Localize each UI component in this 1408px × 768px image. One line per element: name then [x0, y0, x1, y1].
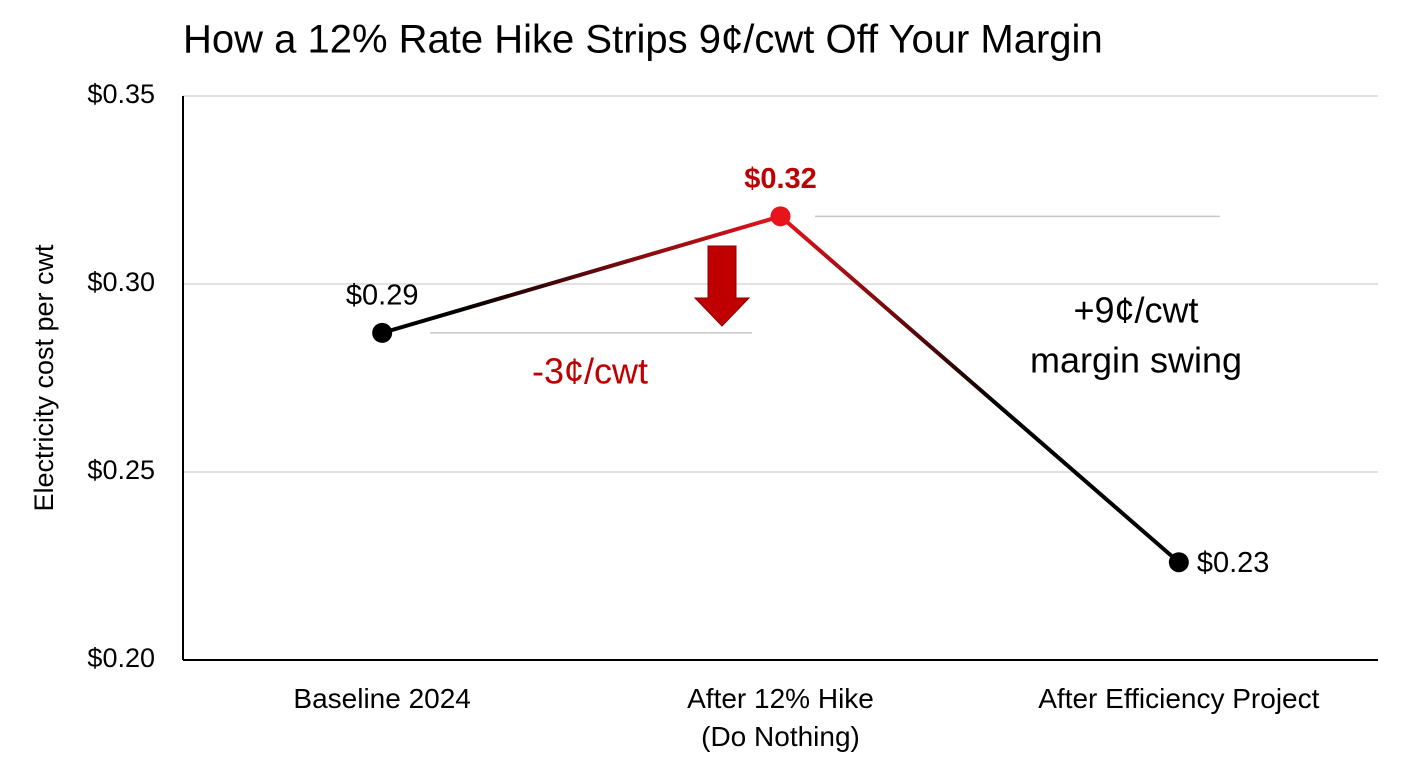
y-tick-label: $0.30	[87, 267, 155, 297]
y-tick-label: $0.20	[87, 643, 155, 673]
annotation-background	[1000, 285, 1268, 390]
line-segment	[380, 214, 783, 335]
x-tick-label: Baseline 2024	[293, 683, 471, 714]
y-tick-label: $0.25	[87, 455, 155, 485]
data-point	[770, 206, 791, 227]
y-axis-label: Electricity cost per cwt	[29, 244, 59, 512]
down-arrow	[693, 245, 751, 327]
annotation: +9¢/cwt	[1073, 290, 1198, 331]
x-tick-label: After Efficiency Project	[1038, 683, 1320, 714]
annotation: -3¢/cwt	[532, 351, 648, 392]
value-label: $0.32	[744, 163, 817, 195]
data-point	[1168, 552, 1189, 573]
x-tick-label: After 12% Hike (Do Nothing)	[687, 683, 874, 752]
value-label: $0.23	[1197, 547, 1270, 579]
y-tick-label: $0.35	[87, 79, 155, 109]
chart-title: How a 12% Rate Hike Strips 9¢/cwt Off Yo…	[183, 18, 1103, 62]
value-label: $0.29	[346, 280, 419, 312]
data-point	[372, 322, 393, 343]
line-segment	[778, 214, 1181, 565]
annotation: margin swing	[1030, 340, 1242, 381]
